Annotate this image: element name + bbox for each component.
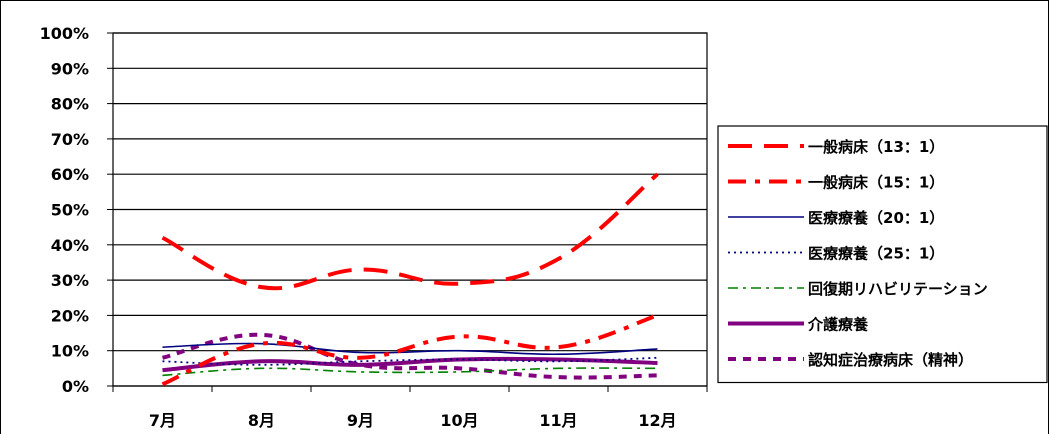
- legend-label: 介護療養: [807, 316, 869, 334]
- legend-label: 医療療養（20：1）: [808, 209, 944, 227]
- y-tick-label: 30%: [51, 271, 89, 290]
- y-tick-label: 70%: [51, 130, 89, 149]
- y-axis-ticks: 0% 10% 20% 30% 40% 50% 60% 70% 80% 90% 100%: [40, 24, 113, 396]
- series-line: [162, 367, 658, 377]
- y-tick-label: 60%: [51, 165, 89, 184]
- series-line: [162, 356, 658, 373]
- y-tick-label: 40%: [51, 236, 89, 255]
- series-lines: [161, 172, 659, 387]
- y-tick-label: 100%: [40, 24, 89, 43]
- x-tick-label: 7月: [149, 411, 176, 430]
- y-tick-label: 80%: [51, 95, 89, 114]
- legend: 一般病床（13：1） 一般病床（15：1） 医療療養（20：1） 医療療養（25：1）…: [717, 125, 1048, 384]
- y-tick-label: 20%: [51, 306, 89, 325]
- series-line: [161, 313, 659, 387]
- series-line: [162, 356, 658, 366]
- legend-box: [717, 125, 1048, 384]
- legend-label: 一般病床（15：1）: [808, 174, 944, 192]
- x-axis-ticks: 7月 8月 9月 10月 11月 12月: [112, 386, 708, 430]
- x-tick-label: 8月: [248, 411, 275, 430]
- series-line: [161, 172, 659, 291]
- series-line: [162, 332, 658, 380]
- legend-label: 一般病床（13：1）: [808, 138, 944, 156]
- y-tick-label: 0%: [62, 377, 89, 396]
- x-tick-label: 11月: [539, 411, 577, 430]
- y-tick-label: 10%: [51, 342, 89, 361]
- legend-label: 医療療養（25：1）: [808, 245, 944, 263]
- y-tick-label: 50%: [51, 201, 89, 220]
- y-tick-label: 90%: [51, 59, 89, 78]
- x-tick-label: 12月: [638, 411, 676, 430]
- x-tick-label: 9月: [347, 411, 374, 430]
- x-tick-label: 10月: [440, 411, 478, 430]
- legend-label: 回復期リハビリテーション: [808, 280, 988, 298]
- legend-label: 認知症治療病床（精神）: [808, 351, 973, 369]
